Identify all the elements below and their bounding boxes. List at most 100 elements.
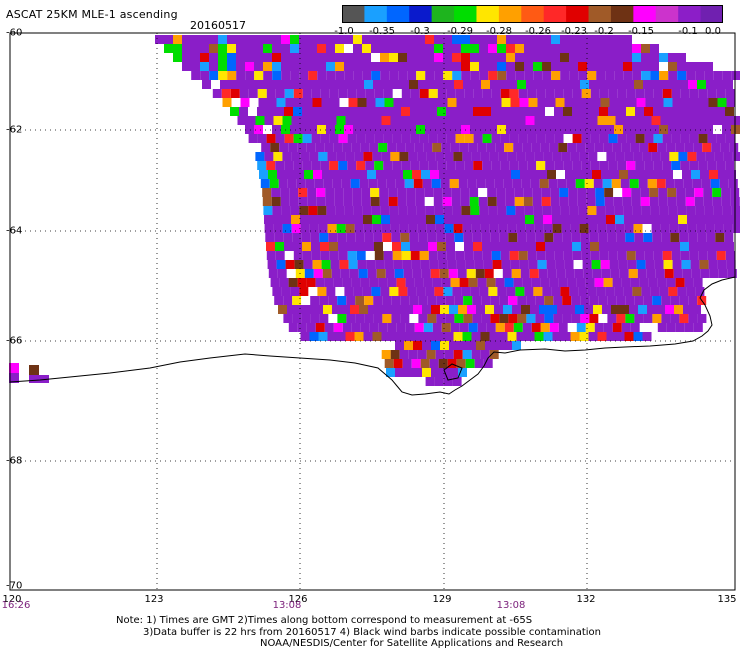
data-cell <box>569 35 578 44</box>
coastline-island <box>443 363 463 381</box>
data-cell <box>426 350 436 359</box>
data-cell <box>572 134 582 143</box>
data-cell <box>455 89 465 98</box>
data-cell <box>387 143 397 152</box>
data-cell <box>471 224 481 233</box>
data-cell <box>320 251 330 260</box>
data-cell <box>399 332 409 341</box>
data-cell <box>446 134 456 143</box>
data-cell <box>471 215 480 224</box>
data-cell <box>359 179 369 188</box>
data-cell <box>307 188 317 197</box>
data-cell <box>369 143 379 152</box>
data-cell <box>382 314 392 323</box>
data-cell <box>642 116 652 125</box>
data-cell <box>297 323 307 332</box>
data-cell <box>683 179 693 188</box>
data-cell <box>382 80 391 89</box>
data-cell <box>694 188 704 197</box>
data-cell <box>334 188 344 197</box>
colorbar-swatch <box>678 5 702 23</box>
data-cell <box>437 107 446 116</box>
data-cell <box>698 161 708 170</box>
data-cell <box>668 62 677 71</box>
data-cell <box>386 179 396 188</box>
data-cell <box>680 242 689 251</box>
data-cell <box>420 260 430 269</box>
data-cell <box>419 161 429 170</box>
data-cell <box>309 116 319 125</box>
data-cell <box>371 53 380 62</box>
data-cell <box>524 71 534 80</box>
colorbar-swatch <box>655 5 679 23</box>
data-cell <box>527 107 536 116</box>
data-cell <box>625 314 635 323</box>
data-cell <box>579 116 589 125</box>
data-cell <box>303 98 313 107</box>
data-cell <box>580 296 590 305</box>
data-cell <box>719 179 729 188</box>
data-cell <box>554 89 564 98</box>
data-cell <box>687 215 696 224</box>
data-cell <box>516 215 525 224</box>
data-cell <box>395 341 404 350</box>
data-cell <box>270 143 280 152</box>
data-cell <box>288 278 298 287</box>
data-cell <box>686 62 695 71</box>
data-cell <box>527 251 537 260</box>
data-cell <box>452 53 461 62</box>
data-cell <box>326 125 335 134</box>
data-cell <box>310 296 320 305</box>
data-cell <box>338 161 348 170</box>
data-cell <box>646 170 655 179</box>
data-cell <box>615 224 625 233</box>
data-cell <box>479 125 488 134</box>
data-cell <box>578 125 587 134</box>
data-cell <box>695 71 705 80</box>
data-cell <box>360 323 370 332</box>
data-cell <box>378 323 388 332</box>
data-cell <box>347 89 357 98</box>
data-cell <box>678 152 688 161</box>
data-cell <box>316 197 326 206</box>
data-cell <box>608 242 617 251</box>
data-cell <box>432 323 442 332</box>
data-cell <box>419 89 429 98</box>
data-cell <box>239 89 249 98</box>
data-cell <box>305 305 314 314</box>
data-cell <box>723 215 732 224</box>
data-cell <box>423 278 433 287</box>
data-cell <box>589 296 599 305</box>
data-cell <box>443 53 452 62</box>
data-cell <box>390 152 400 161</box>
data-cell <box>542 206 552 215</box>
data-cell <box>416 287 426 296</box>
data-cell <box>482 107 491 116</box>
longitude-label: 135 <box>717 594 737 605</box>
data-cell <box>477 143 487 152</box>
data-cell <box>434 287 444 296</box>
data-cell <box>282 152 292 161</box>
data-cell <box>515 287 525 296</box>
data-cell <box>335 287 345 296</box>
data-cell <box>560 206 570 215</box>
data-cell <box>487 188 497 197</box>
data-cell <box>277 269 287 278</box>
data-cell <box>526 296 536 305</box>
data-cell <box>376 269 386 278</box>
data-cell <box>578 53 587 62</box>
data-cell <box>651 116 661 125</box>
data-cell <box>590 134 600 143</box>
data-cell <box>311 107 320 116</box>
data-cell <box>559 188 569 197</box>
data-cell <box>344 287 354 296</box>
data-cell <box>449 341 458 350</box>
data-cell <box>607 80 616 89</box>
colorbar-label: -0.26 <box>525 26 551 37</box>
data-cell <box>644 89 654 98</box>
data-cell <box>372 215 381 224</box>
coastline <box>9 276 736 396</box>
data-cell <box>437 134 447 143</box>
data-cell <box>299 53 308 62</box>
